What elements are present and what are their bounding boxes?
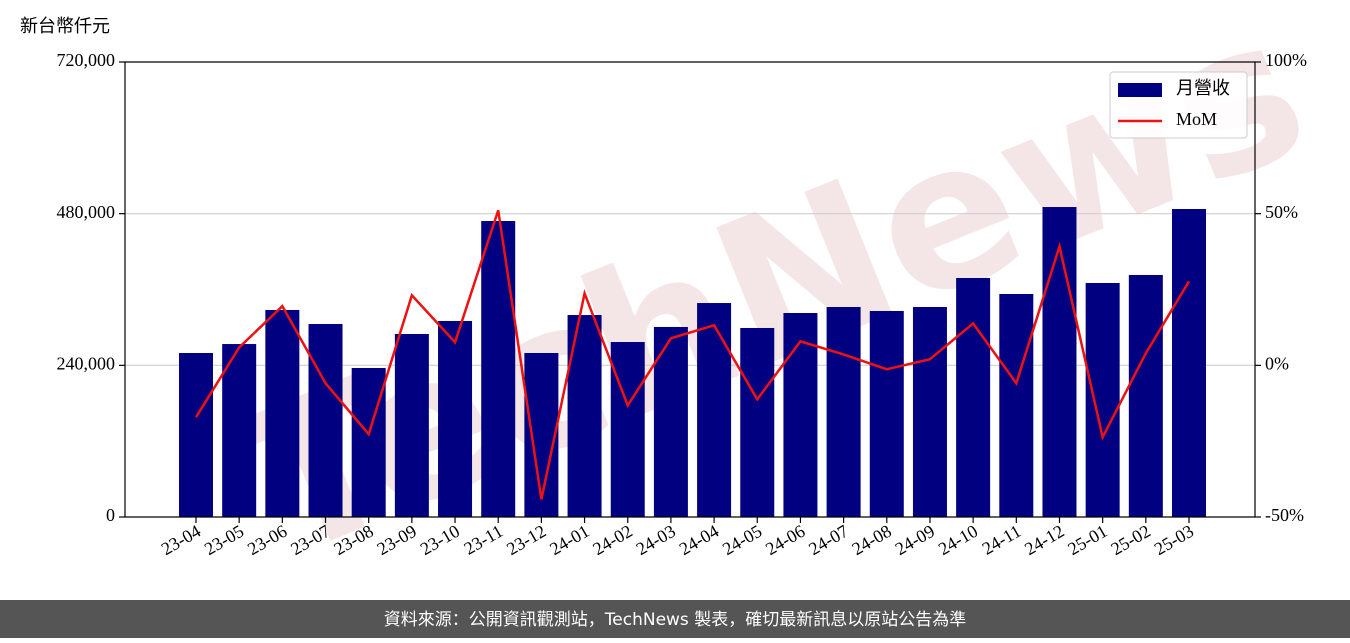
x-tick-label: 24-04 (676, 521, 722, 559)
x-tick-label: 24-05 (719, 521, 765, 559)
x-tick-label: 24-02 (589, 521, 635, 559)
y-tick-label: 0 (106, 505, 115, 525)
bar (438, 320, 473, 517)
footer: 資料來源：公開資訊觀測站，TechNews 製表，確切最新訊息以原站公告為準 (384, 610, 966, 630)
y2-tick-label: 100% (1265, 50, 1307, 70)
x-tick-label: 25-03 (1151, 521, 1197, 559)
bar (956, 277, 991, 517)
x-tick-label: 24-07 (805, 521, 851, 559)
bar (351, 367, 386, 517)
plot-frame (124, 61, 1256, 518)
bar (308, 324, 343, 517)
y-tick-label: 480,000 (57, 202, 116, 222)
bar (1128, 274, 1163, 517)
legend-label: MoM (1176, 109, 1217, 129)
x-tick-label: 23-05 (201, 521, 247, 559)
bar (610, 342, 645, 517)
bar (912, 307, 947, 517)
legend-label: 月營收 (1176, 78, 1230, 98)
x-tick-label: 24-01 (546, 521, 592, 559)
bar (222, 344, 257, 517)
x-tick-label: 25-02 (1108, 521, 1154, 559)
line (194, 209, 1191, 500)
bar (1042, 207, 1077, 517)
y-axis-label: 新台幣仟元 (20, 16, 110, 37)
x-tick-label: 24-03 (633, 521, 679, 559)
bar (524, 353, 559, 517)
x-tick-label: 24-06 (762, 521, 808, 559)
bar (740, 327, 775, 517)
y2-tick-label: 0% (1265, 353, 1289, 373)
x-tick-label: 23-04 (158, 521, 204, 559)
bar (869, 310, 904, 517)
bar (1172, 208, 1206, 517)
bar (265, 309, 300, 517)
x-tick-label: 24-12 (1021, 521, 1067, 559)
x-tick-label: 24-11 (979, 521, 1025, 559)
bar (783, 313, 818, 517)
x-tick-label: 24-08 (848, 521, 894, 559)
y-tick-label: 720,000 (57, 50, 116, 70)
bar (826, 307, 861, 517)
bar (481, 220, 516, 517)
y2-tick-label: 50% (1265, 202, 1298, 222)
x-tick-label: 23-12 (503, 521, 549, 559)
bar (999, 293, 1034, 517)
bar (1085, 282, 1120, 517)
bar (653, 326, 688, 517)
x-tick-label: 24-09 (892, 521, 938, 559)
x-tick-label: 24-10 (935, 521, 981, 559)
footer-bar (0, 600, 1350, 638)
y2-tick-label: -50% (1265, 505, 1304, 525)
bar (697, 303, 732, 517)
bar (179, 353, 213, 517)
legend-swatch (1118, 83, 1162, 97)
x-tick-label: 25-01 (1064, 521, 1110, 559)
bar (394, 333, 429, 517)
y-tick-label: 240,000 (57, 353, 116, 373)
